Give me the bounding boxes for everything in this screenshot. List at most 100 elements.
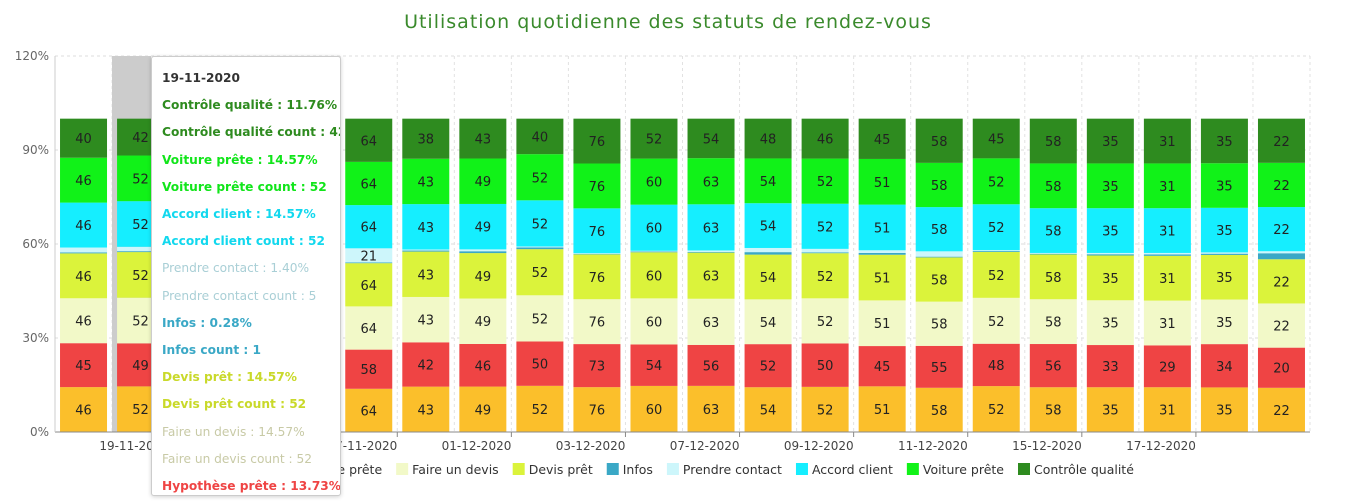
bar-value-label: 35 — [1216, 404, 1233, 419]
bar-stack: 31 29 31 31 31 31 31 — [1143, 118, 1191, 432]
bar-segment — [1029, 118, 1077, 164]
legend-item: Faire un devis — [396, 462, 499, 477]
bars[interactable]: 4645464646464052495252525242645864642164… — [60, 118, 1305, 432]
bar-value-label: 55 — [931, 361, 948, 376]
bar-stack: 35 34 35 35 35 35 35 — [1200, 118, 1248, 432]
bar-value-label: 54 — [760, 316, 777, 331]
bar-segment — [402, 249, 450, 251]
bar-value-label: 76 — [589, 180, 606, 195]
bar-value-label: 54 — [760, 175, 777, 190]
bar-segment — [1257, 118, 1305, 163]
bar-segment — [516, 385, 564, 432]
legend-swatch — [606, 463, 619, 475]
bar-value-label: 76 — [589, 316, 606, 331]
tooltip-line: Devis prêt count : 52 — [162, 397, 307, 412]
bar-segment — [1143, 345, 1191, 388]
bar-value-label: 52 — [132, 172, 149, 187]
bar-value-label: 50 — [817, 359, 834, 374]
bar-segment — [630, 251, 678, 253]
bar-value-label: 46 — [75, 315, 92, 330]
legend-swatch — [906, 463, 919, 475]
bar-value-label: 58 — [931, 274, 948, 289]
bar-segment — [459, 298, 507, 344]
bar-value-label: 58 — [931, 318, 948, 333]
legend-label: Infos — [623, 462, 653, 477]
tooltip-line: Devis prêt : 14.57% — [162, 370, 297, 385]
bar-value-label: 52 — [988, 175, 1005, 190]
bar-segment — [858, 118, 906, 159]
bar-value-label: 54 — [646, 359, 663, 374]
bar-value-label: 35 — [1102, 272, 1119, 287]
bar-stack: 51 45 51 51 51 51 45 — [858, 118, 906, 432]
x-tick-label: 03-12-2020 — [556, 439, 626, 453]
bar-stack: 64 58 64 64 21 64 64 64 — [345, 118, 393, 432]
bar-value-label: 40 — [532, 130, 549, 145]
bar-segment — [1086, 254, 1134, 256]
bar-value-label: 52 — [817, 270, 834, 285]
bar-value-label: 52 — [817, 175, 834, 190]
legend-label: Voiture prête — [923, 462, 1004, 477]
bar-value-label: 64 — [360, 221, 377, 236]
bar-value-label: 46 — [75, 404, 92, 419]
bar-segment — [972, 297, 1020, 344]
x-tick-label: 15-12-2020 — [1012, 439, 1082, 453]
bar-segment — [858, 250, 906, 253]
bar-segment — [459, 386, 507, 432]
bar-value-label: 50 — [532, 358, 549, 373]
bar-segment — [1257, 303, 1305, 348]
bar-segment — [60, 118, 108, 158]
bar-segment — [459, 203, 507, 250]
legend-item: Devis prêt — [512, 462, 593, 477]
bar-segment — [1086, 208, 1134, 253]
bar-segment — [801, 253, 849, 299]
bar-value-label: 42 — [132, 131, 149, 146]
bar-segment — [1029, 252, 1077, 254]
bar-value-label: 43 — [418, 221, 435, 236]
bar-segment — [117, 246, 165, 252]
bar-value-label: 63 — [703, 221, 720, 236]
bar-segment — [630, 158, 678, 205]
bar-stack: 35 33 35 35 35 35 35 — [1086, 118, 1134, 432]
bar-value-label: 34 — [1216, 360, 1233, 375]
bar-segment — [1143, 300, 1191, 346]
bar-value-label: 63 — [703, 403, 720, 418]
bar-value-label: 64 — [360, 177, 377, 192]
bar-segment — [744, 252, 792, 255]
bar-value-label: 43 — [418, 175, 435, 190]
bar-value-label: 52 — [532, 266, 549, 281]
bar-segment — [459, 118, 507, 159]
bar-value-label: 51 — [874, 221, 891, 236]
bar-segment — [972, 250, 1020, 252]
bar-value-label: 43 — [418, 268, 435, 283]
bar-segment — [630, 250, 678, 252]
tooltip-line: Voiture prête : 14.57% — [162, 152, 318, 167]
bar-value-label: 45 — [988, 133, 1005, 148]
bar-value-label: 22 — [1273, 223, 1290, 238]
bar-value-label: 46 — [75, 270, 92, 285]
bar-value-label: 46 — [475, 359, 492, 374]
x-tick-label: 17-12-2020 — [1126, 439, 1196, 453]
bar-segment — [687, 252, 735, 299]
legend-item: Prendre contact — [666, 462, 782, 477]
bar-segment — [915, 118, 963, 163]
bar-segment — [801, 252, 849, 254]
bar-value-label: 35 — [1102, 135, 1119, 150]
bar-segment — [60, 247, 108, 253]
bar-segment — [345, 248, 393, 263]
bar-value-label: 73 — [589, 360, 606, 375]
bar-segment — [1200, 252, 1248, 254]
bar-segment — [345, 205, 393, 249]
tooltip-line: Contrôle qualité count : 42 — [162, 125, 341, 140]
bar-value-label: 31 — [1159, 225, 1176, 240]
bar-value-label: 51 — [874, 176, 891, 191]
bar-value-label: 60 — [646, 176, 663, 191]
bar-segment — [972, 158, 1020, 205]
bar-value-label: 35 — [1102, 180, 1119, 195]
bar-value-label: 76 — [589, 135, 606, 150]
bar-segment — [1257, 347, 1305, 388]
bar-value-label: 22 — [1273, 179, 1290, 194]
bar-value-label: 49 — [475, 403, 492, 418]
x-tick-label: 09-12-2020 — [784, 439, 854, 453]
